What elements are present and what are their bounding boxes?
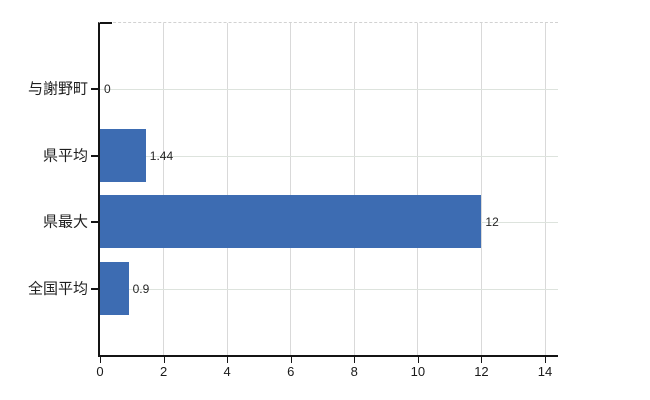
- y-axis-tick: [91, 155, 98, 157]
- category-guide-line: [100, 289, 558, 290]
- value-label: 0.9: [132, 282, 150, 296]
- x-axis-tick: [163, 357, 165, 363]
- x-axis-tick-label: 8: [350, 364, 358, 379]
- x-axis-tick: [481, 357, 483, 363]
- y-axis-label: 与謝野町: [27, 80, 88, 98]
- category-guide-line: [100, 156, 558, 157]
- x-axis-tick-label: 12: [474, 364, 489, 379]
- gridline-vertical: [163, 23, 165, 355]
- plot-area: 0 1.44 12 0.9: [98, 22, 558, 357]
- x-axis-tick: [290, 357, 292, 363]
- x-axis-tick: [417, 357, 419, 363]
- value-label: 1.44: [149, 149, 174, 163]
- gridline-vertical: [290, 23, 292, 355]
- x-axis-tick: [354, 357, 356, 363]
- y-axis-top-cap: [100, 22, 112, 24]
- x-axis-tick-label: 10: [410, 364, 426, 379]
- gridline-vertical: [417, 23, 419, 355]
- category-guide-line: [100, 89, 558, 90]
- value-label: 0: [104, 82, 111, 96]
- value-label: 12: [485, 215, 499, 229]
- gridline-vertical: [544, 23, 546, 355]
- x-axis-tick-label: 6: [287, 364, 295, 379]
- y-axis-tick: [91, 221, 98, 223]
- gridline-vertical: [353, 23, 355, 355]
- bar: [100, 262, 129, 315]
- bar: [100, 129, 146, 182]
- bar: [100, 195, 482, 248]
- x-axis-tick-label: 0: [96, 364, 104, 379]
- x-axis-tick: [100, 357, 101, 363]
- y-axis-label: 県平均: [42, 147, 88, 165]
- x-axis-tick-label: 2: [159, 364, 168, 379]
- gridline-vertical: [226, 23, 228, 355]
- y-axis-tick: [91, 88, 98, 90]
- gridline-vertical: [480, 23, 482, 355]
- x-axis-tick: [227, 357, 229, 363]
- x-axis-tick-label: 4: [223, 364, 231, 379]
- y-axis-tick: [91, 288, 98, 290]
- y-axis-label: 全国平均: [27, 280, 88, 298]
- x-axis-tick-label: 14: [537, 364, 553, 379]
- y-axis-label: 県最大: [42, 213, 88, 231]
- x-axis-tick: [545, 357, 546, 363]
